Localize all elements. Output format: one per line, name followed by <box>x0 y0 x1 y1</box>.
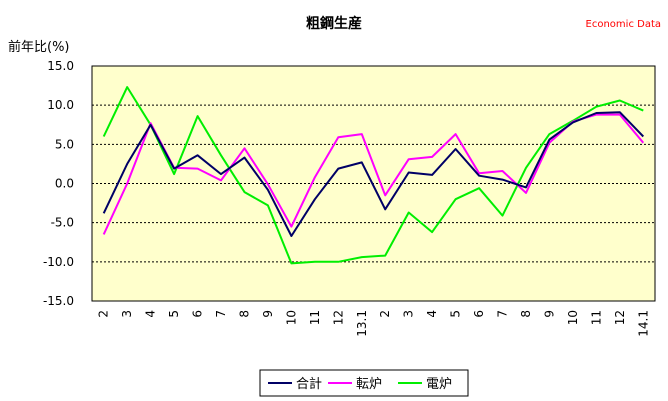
x-tick-label: 10 <box>566 310 580 325</box>
series-line-1 <box>102 111 645 237</box>
x-tick-label: 7 <box>496 310 510 318</box>
x-tick-label: 11 <box>589 310 603 325</box>
x-tick-label: 6 <box>472 310 486 318</box>
y-tick-label: 10.0 <box>47 98 74 112</box>
legend-label: 合計 <box>296 376 322 392</box>
series-line-2 <box>102 113 645 235</box>
source-label: Economic Data <box>586 19 661 30</box>
x-tick-label: 13.1 <box>355 310 369 337</box>
x-tick-label: 6 <box>191 310 205 318</box>
y-tick-label: -15.0 <box>43 294 74 308</box>
legend-box <box>259 369 469 397</box>
y-tick-label: -5.0 <box>51 216 74 230</box>
x-tick-label: 10 <box>284 310 298 325</box>
y-tick-label: 0.0 <box>55 177 74 191</box>
legend: 合計 転炉 電炉 <box>259 369 469 397</box>
x-tick-label: 11 <box>308 310 322 325</box>
chart-title: 粗鋼生産 <box>306 15 362 32</box>
x-tick-label: 9 <box>261 310 275 318</box>
x-tick-label: 3 <box>120 310 134 318</box>
x-tick-label: 4 <box>425 310 439 318</box>
x-tick-label: 8 <box>519 310 533 318</box>
y-tick-label: 15.0 <box>47 59 74 73</box>
legend-label: 転炉 <box>356 377 382 392</box>
x-tick-label: 5 <box>167 310 181 318</box>
series-layer <box>102 86 645 265</box>
x-axis-ticks: 2 3 4 5 6 7 8 9 10 11 12 13.1 2 3 4 5 6 7 8 9 10 11 12 14.1 <box>97 310 651 337</box>
x-tick-label: 14.1 <box>636 310 650 337</box>
legend-label: 電炉 <box>426 377 452 392</box>
x-tick-label: 2 <box>97 310 111 318</box>
x-tick-label: 2 <box>378 310 392 318</box>
series-line-3 <box>102 86 644 265</box>
x-tick-label: 12 <box>331 310 345 325</box>
y-tick-label: 5.0 <box>55 137 74 151</box>
x-tick-label: 7 <box>214 310 228 318</box>
x-tick-label: 8 <box>237 310 251 318</box>
x-tick-label: 9 <box>542 310 556 318</box>
y-tick-label: -10.0 <box>43 255 74 269</box>
x-tick-label: 3 <box>402 310 416 318</box>
x-tick-label: 5 <box>449 310 463 318</box>
y-axis-ticks: 15.0 10.0 5.0 0.0 -5.0 -10.0 -15.0 <box>43 59 74 308</box>
y-axis-label: 前年比(%) <box>8 39 70 55</box>
x-tick-label: 4 <box>144 310 158 318</box>
x-tick-label: 12 <box>613 310 627 325</box>
